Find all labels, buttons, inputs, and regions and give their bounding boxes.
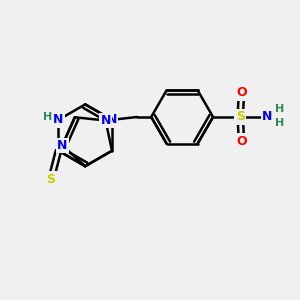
Text: H: H bbox=[274, 104, 284, 114]
Text: O: O bbox=[236, 86, 247, 99]
Text: H: H bbox=[43, 112, 52, 122]
Text: N: N bbox=[262, 110, 273, 124]
Text: N: N bbox=[107, 113, 117, 126]
Text: N: N bbox=[57, 139, 68, 152]
Text: O: O bbox=[236, 135, 247, 148]
Text: N: N bbox=[100, 114, 111, 127]
Text: H: H bbox=[274, 118, 284, 128]
Text: S: S bbox=[236, 110, 245, 124]
Text: N: N bbox=[53, 113, 64, 126]
Text: S: S bbox=[46, 173, 56, 186]
